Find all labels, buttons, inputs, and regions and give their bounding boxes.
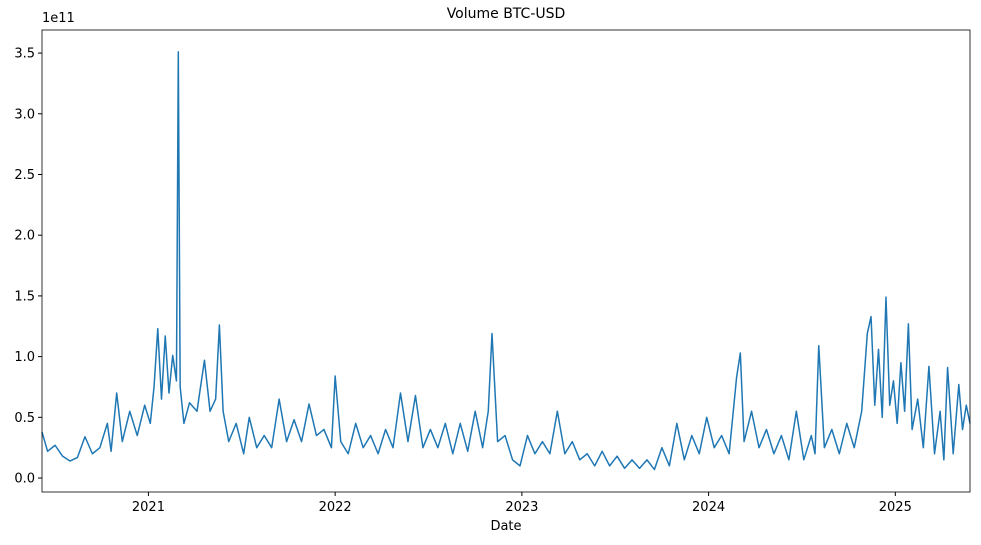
y-tick-label: 2.0 — [14, 229, 35, 244]
x-tick-label: 2021 — [132, 500, 165, 515]
y-tick-label: 3.5 — [14, 47, 35, 62]
y-tick-label: 3.0 — [14, 107, 35, 122]
y-offset-label: 1e11 — [42, 11, 75, 26]
y-tick-label: 1.5 — [14, 289, 35, 304]
x-axis-label: Date — [490, 519, 521, 534]
x-tick-label: 2024 — [692, 500, 725, 515]
y-tick-label: 0.0 — [14, 472, 35, 487]
volume-line — [41, 51, 971, 471]
x-tick-label: 2023 — [505, 500, 538, 515]
chart-title: Volume BTC-USD — [447, 6, 566, 22]
y-tick-label: 2.5 — [14, 168, 35, 183]
y-tick-label: 0.5 — [14, 411, 35, 426]
plot-frame — [41, 29, 971, 493]
x-tick-label: 2025 — [879, 500, 912, 515]
x-tick-label: 2022 — [319, 500, 352, 515]
y-tick-label: 1.0 — [14, 350, 35, 365]
